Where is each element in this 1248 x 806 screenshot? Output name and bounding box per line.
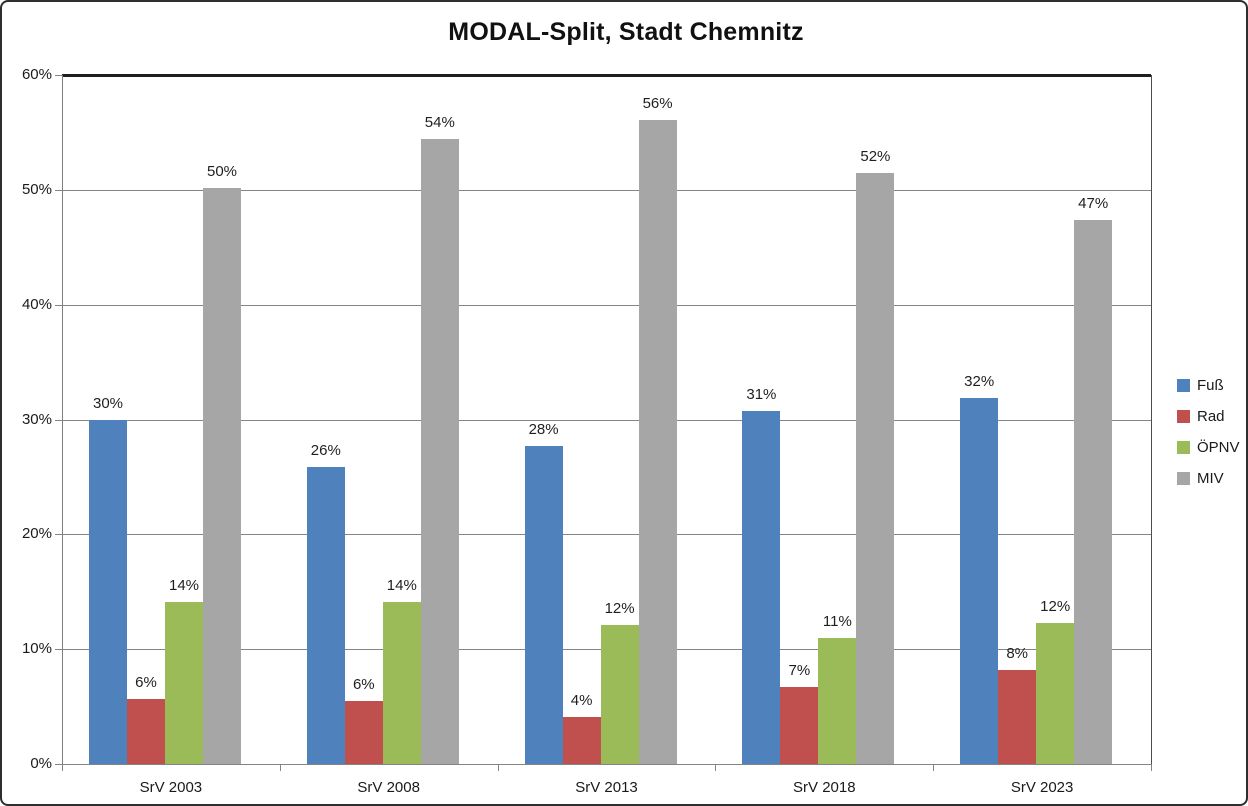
bar-rad-srv-2013: [562, 716, 601, 764]
x-tick-3: [715, 764, 717, 771]
bar-label-miv-srv-2023: 47%: [1078, 194, 1109, 212]
gridline-50: [62, 189, 1151, 191]
y-tick-40: [55, 304, 62, 306]
x-tick-5: [1151, 764, 1152, 771]
legend-swatch-rad: [1177, 409, 1190, 423]
bar-miv-srv-2023: [1074, 219, 1113, 764]
plot-top-border: [62, 74, 1151, 77]
x-axis-label-srv-2018: SrV 2018: [793, 779, 856, 796]
bar-oepnv-srv-2023: [1036, 622, 1075, 764]
x-tick-2: [497, 764, 499, 771]
x-tick-0: [62, 764, 63, 771]
bar-fuss-srv-2018: [742, 411, 781, 764]
bar-label-rad-srv-2013: 4%: [570, 691, 593, 709]
bar-label-rad-srv-2023: 8%: [1006, 644, 1029, 662]
y-tick-20: [55, 534, 62, 536]
y-tick-50: [55, 189, 62, 191]
plot-right-border: [1151, 75, 1152, 764]
bar-oepnv-srv-2018: [818, 637, 857, 764]
legend-label-rad: Rad: [1197, 407, 1225, 425]
y-axis-label-0: 0%: [30, 755, 52, 772]
legend-label-miv: MIV: [1197, 469, 1224, 487]
bar-fuss-srv-2023: [960, 397, 999, 764]
bar-label-miv-srv-2013: 56%: [642, 94, 673, 112]
y-axis-label-20: 20%: [21, 525, 52, 543]
legend-label-oepnv: ÖPNV: [1197, 438, 1240, 456]
bar-label-fuss-srv-2018: 31%: [746, 386, 777, 404]
bar-miv-srv-2003: [203, 187, 241, 764]
bar-label-oepnv-srv-2013: 12%: [604, 600, 635, 618]
bar-label-fuss-srv-2023: 32%: [964, 372, 995, 390]
bar-label-fuss-srv-2013: 28%: [528, 420, 559, 438]
y-tick-10: [55, 649, 62, 651]
legend-swatch-fuss: [1177, 378, 1190, 392]
bar-label-oepnv-srv-2018: 11%: [822, 612, 852, 630]
bar-rad-srv-2018: [780, 687, 819, 764]
legend-item-fuss: Fuß: [1177, 376, 1224, 394]
y-tick-0: [55, 764, 62, 765]
bar-label-oepnv-srv-2023: 12%: [1040, 597, 1071, 615]
bar-fuss-srv-2008: [306, 466, 345, 764]
y-axis-label-30: 30%: [21, 410, 52, 428]
bar-fuss-srv-2003: [89, 419, 127, 764]
bar-oepnv-srv-2003: [165, 602, 203, 764]
bar-rad-srv-2003: [127, 698, 165, 764]
bar-rad-srv-2023: [998, 669, 1037, 764]
bar-label-fuss-srv-2003: 30%: [92, 394, 124, 412]
x-tick-1: [279, 764, 281, 771]
x-tick-4: [933, 764, 935, 771]
legend-swatch-miv: [1177, 471, 1190, 485]
legend-item-rad: Rad: [1177, 407, 1225, 425]
gridline-20: [62, 534, 1151, 536]
bar-miv-srv-2013: [638, 119, 677, 764]
y-axis-line: [62, 75, 63, 764]
chart-title: MODAL-Split, Stadt Chemnitz: [448, 18, 804, 46]
y-axis-label-40: 40%: [21, 295, 52, 313]
bar-fuss-srv-2013: [524, 445, 563, 764]
bar-label-fuss-srv-2008: 26%: [310, 441, 341, 459]
gridline-30: [62, 419, 1151, 421]
y-tick-30: [55, 419, 62, 421]
bar-label-rad-srv-2008: 6%: [352, 675, 375, 693]
bar-label-miv-srv-2008: 54%: [424, 114, 455, 132]
legend-item-oepnv: ÖPNV: [1177, 438, 1240, 456]
bar-miv-srv-2008: [420, 139, 459, 764]
y-tick-60: [55, 75, 62, 76]
bar-rad-srv-2008: [344, 700, 383, 764]
bar-oepnv-srv-2008: [382, 602, 421, 764]
bar-label-oepnv-srv-2008: 14%: [386, 577, 417, 595]
x-axis-label-srv-2008: SrV 2008: [357, 779, 420, 796]
legend-label-fuss: Fuß: [1197, 376, 1224, 394]
bar-label-rad-srv-2003: 6%: [135, 673, 157, 691]
x-axis-line: [55, 764, 1151, 765]
x-axis-label-srv-2023: SrV 2023: [1010, 779, 1074, 796]
bar-oepnv-srv-2013: [600, 625, 639, 764]
y-axis-label-10: 10%: [21, 640, 52, 658]
bar-label-miv-srv-2003: 50%: [206, 162, 238, 180]
legend-swatch-oepnv: [1177, 440, 1190, 454]
gridline-40: [62, 304, 1151, 306]
bar-label-miv-srv-2018: 52%: [860, 147, 891, 165]
bar-miv-srv-2018: [856, 172, 895, 764]
legend-item-miv: MIV: [1177, 469, 1224, 487]
x-axis-label-srv-2013: SrV 2013: [575, 779, 638, 796]
bar-label-rad-srv-2018: 7%: [788, 662, 811, 680]
y-axis-label-60: 60%: [21, 66, 52, 83]
bar-label-oepnv-srv-2003: 14%: [168, 577, 200, 595]
x-axis-label-srv-2003: SrV 2003: [139, 779, 203, 796]
y-axis-label-50: 50%: [21, 180, 52, 198]
